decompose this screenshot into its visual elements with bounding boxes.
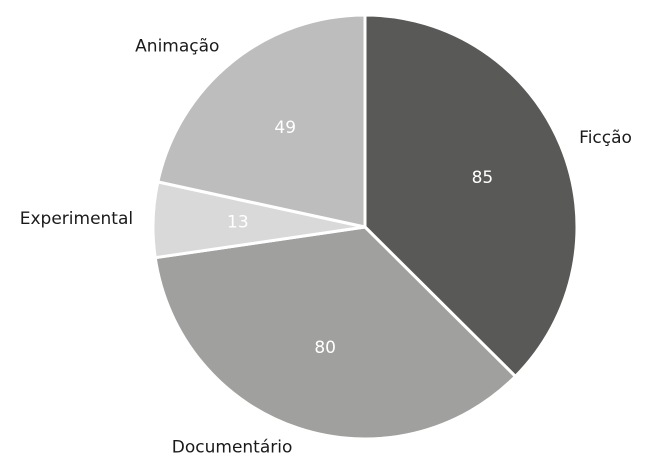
value-label-ficcao: 85 — [472, 168, 494, 188]
category-label-experimental: Experimental — [20, 209, 133, 229]
value-labels-layer: 85 80 13 49 — [227, 118, 493, 358]
pie-slice-animacao — [156, 13, 367, 229]
value-label-animacao: 49 — [274, 118, 296, 138]
slices-layer — [151, 13, 579, 441]
value-label-experimental: 13 — [227, 213, 249, 233]
category-label-documentario: Documentário — [172, 437, 293, 457]
value-label-documentario: 80 — [314, 338, 336, 358]
pie-slice-documentario — [153, 225, 517, 441]
category-labels-layer: Ficção Documentário Experimental Animação — [20, 36, 632, 457]
category-label-animacao: Animação — [135, 36, 219, 56]
category-label-ficcao: Ficção — [579, 128, 632, 148]
pie-slice-ficcao — [363, 13, 579, 378]
